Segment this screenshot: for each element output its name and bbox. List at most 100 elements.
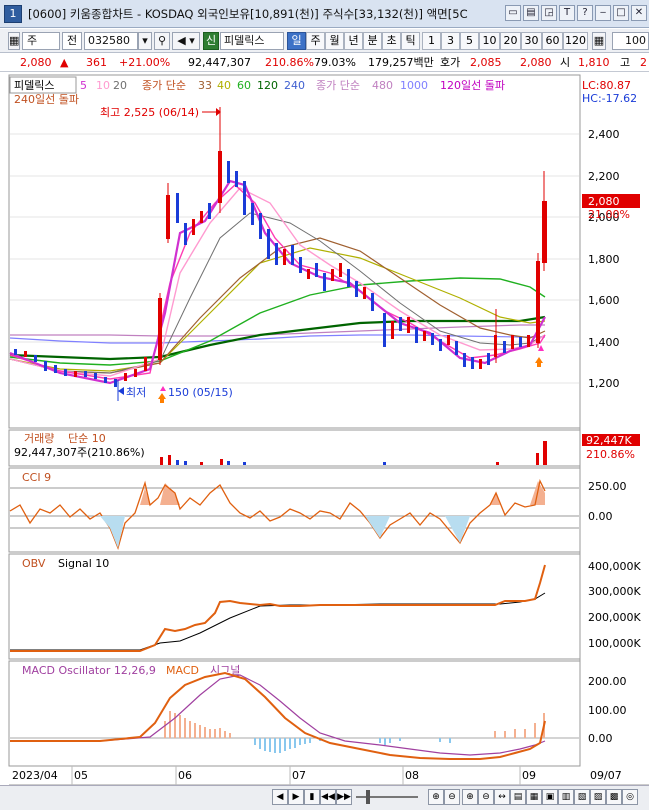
- grid-icon[interactable]: ▦: [8, 32, 20, 50]
- minimize-button[interactable]: ‒: [595, 5, 611, 21]
- obv-tick: 400,000K: [588, 560, 641, 573]
- candle: [144, 357, 147, 371]
- split-icon[interactable]: ◲: [541, 5, 557, 21]
- dropdown-chevron-icon[interactable]: ▾: [138, 32, 152, 50]
- pattern-icon[interactable]: ▨: [590, 789, 606, 805]
- window-title: [0600] 키움종합차트 - KOSDAQ 외국인보유[10,891(천)] …: [28, 6, 468, 21]
- interval-60-button[interactable]: 60: [542, 32, 563, 50]
- period-tick-button[interactable]: 틱: [401, 32, 420, 50]
- target-icon[interactable]: ◎: [622, 789, 638, 805]
- x-tick: 06: [178, 769, 192, 782]
- price-tick: 2,200: [588, 170, 620, 183]
- speaker-icon[interactable]: ◀ ▾: [172, 32, 200, 50]
- candle: [455, 341, 458, 355]
- period-minute-button[interactable]: 분: [363, 32, 382, 50]
- text-icon[interactable]: T: [559, 5, 575, 21]
- ma-5-line: [9, 179, 546, 385]
- market-select[interactable]: 전: [62, 32, 82, 50]
- candle: [84, 371, 87, 377]
- cci-title: CCI 9: [22, 471, 51, 484]
- candle: [494, 335, 497, 357]
- candle: [200, 211, 203, 223]
- list-icon[interactable]: ▥: [558, 789, 574, 805]
- interval-30-button[interactable]: 30: [521, 32, 542, 50]
- period-day-button[interactable]: 일: [287, 32, 306, 50]
- stop-button[interactable]: ▮: [304, 789, 320, 805]
- x-tick: 07: [292, 769, 306, 782]
- candle: [511, 335, 514, 349]
- macd-osc-bars: [164, 711, 545, 753]
- candle: [371, 293, 374, 311]
- candle: [218, 151, 222, 203]
- candle: [423, 331, 426, 341]
- price-legend: 피델릭스 5 10 20 종가 단순 33 40 60 120 240 종가 단…: [9, 76, 637, 106]
- bar-count-input[interactable]: 100: [612, 32, 649, 50]
- bottom-control-bar: ◀ ▶ ▮ ◀◀ ▶▶ ⊕ ⊖ ⊕ ⊖ ↔ ▤ ▦ ▣ ▥ ▧ ▨ ▩ ◎: [0, 785, 649, 810]
- interval-20-button[interactable]: 20: [500, 32, 521, 50]
- legend-ma-1000: 1000: [400, 79, 428, 92]
- candle: [536, 261, 540, 343]
- legend-ma-5: 5: [80, 79, 87, 92]
- maximize-button[interactable]: □: [613, 5, 629, 21]
- candle: [104, 377, 107, 383]
- interval-5-button[interactable]: 5: [460, 32, 479, 50]
- fit-icon[interactable]: ↔: [494, 789, 510, 805]
- zoom-in-icon[interactable]: ⊕: [428, 789, 444, 805]
- list-icon[interactable]: ▤: [523, 5, 539, 21]
- interval-10-button[interactable]: 10: [479, 32, 500, 50]
- quote-volume-pct: 210.86%: [265, 56, 314, 69]
- period-second-button[interactable]: 초: [382, 32, 401, 50]
- candle: [331, 269, 334, 281]
- candle: [114, 379, 117, 387]
- price-tick: 2,400: [588, 128, 620, 141]
- quote-ask-label: 호가: [440, 56, 461, 69]
- ma-480-line: [10, 324, 545, 337]
- grid-icon[interactable]: ▦: [526, 789, 542, 805]
- interval-120-button[interactable]: 120: [563, 32, 588, 50]
- macd-signal-line: [10, 674, 546, 756]
- scroll-right-button[interactable]: ▶: [288, 789, 304, 805]
- box-icon[interactable]: ▣: [542, 789, 558, 805]
- settings-icon[interactable]: ▦: [592, 32, 606, 50]
- layout-icon[interactable]: ▭: [505, 5, 521, 21]
- search-icon[interactable]: ⚲: [154, 32, 170, 50]
- zoom-slider[interactable]: [356, 796, 418, 798]
- volume-tag-pct: 210.86%: [586, 448, 635, 461]
- period-year-button[interactable]: 년: [344, 32, 363, 50]
- max-annotation: 최고 2,525 (06/14): [100, 106, 199, 119]
- candle: [391, 321, 394, 339]
- candle: [192, 219, 195, 235]
- scroll-left-button[interactable]: ◀: [272, 789, 288, 805]
- help-icon[interactable]: ?: [577, 5, 593, 21]
- candle: [134, 369, 137, 377]
- period-month-button[interactable]: 월: [325, 32, 344, 50]
- zoom-out-icon[interactable]: ⊖: [444, 789, 460, 805]
- candle: [34, 355, 37, 362]
- zoom-in-icon[interactable]: ⊕: [462, 789, 478, 805]
- pattern-icon[interactable]: ▩: [606, 789, 622, 805]
- candle: [407, 317, 410, 333]
- obv-signal-label: Signal 10: [58, 557, 109, 570]
- candle: [527, 335, 530, 347]
- close-button[interactable]: ✕: [631, 5, 647, 21]
- legend-ma-120: 120: [257, 79, 278, 92]
- zoom-slider-handle[interactable]: [366, 790, 370, 804]
- candle: [363, 287, 366, 299]
- price-axis: 2,400 2,200 2,000 1,800 1,600 1,400 1,20…: [588, 128, 620, 390]
- chart-type-select[interactable]: 주: [22, 32, 60, 50]
- zoom-out-icon[interactable]: ⊖: [478, 789, 494, 805]
- price-tick: 1,200: [588, 377, 620, 390]
- scroll-start-button[interactable]: ◀◀: [320, 789, 336, 805]
- code-input[interactable]: 032580: [84, 32, 138, 50]
- candle: [251, 203, 254, 225]
- scroll-end-button[interactable]: ▶▶: [336, 789, 352, 805]
- interval-3-button[interactable]: 3: [441, 32, 460, 50]
- quote-high: 2: [640, 56, 647, 69]
- chart-area[interactable]: 최고 2,525 (06/14) 최저 150 (05/15) 피델릭스 5 1…: [0, 73, 649, 785]
- pattern-icon[interactable]: ▧: [574, 789, 590, 805]
- interval-1-button[interactable]: 1: [422, 32, 441, 50]
- table-icon[interactable]: ▤: [510, 789, 526, 805]
- candle: [347, 269, 350, 287]
- period-week-button[interactable]: 주: [306, 32, 325, 50]
- candle: [74, 371, 77, 377]
